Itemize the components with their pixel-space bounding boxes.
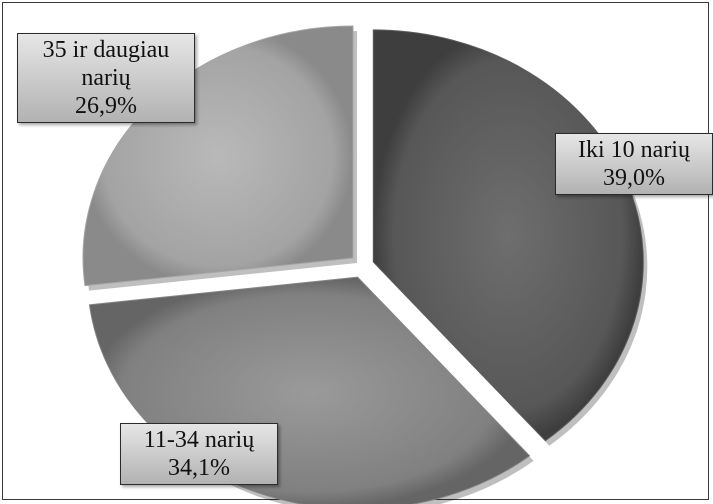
slice-value-label: 34,1% <box>168 455 230 481</box>
slice-category-label: Iki 10 narių <box>578 137 690 163</box>
slice-category-label: narių <box>81 65 131 91</box>
slice-data-label: 35 ir daugiau narių 26,9% <box>17 33 195 123</box>
slice-category-label: 35 ir daugiau <box>42 37 170 63</box>
slice-value-label: 26,9% <box>75 93 137 119</box>
slice-data-label: Iki 10 narių 39,0% <box>555 133 713 195</box>
slice-category-label: 11-34 narių <box>143 427 255 453</box>
slice-data-label: 11-34 narių 34,1% <box>120 423 278 485</box>
slice-value-label: 39,0% <box>603 165 665 191</box>
